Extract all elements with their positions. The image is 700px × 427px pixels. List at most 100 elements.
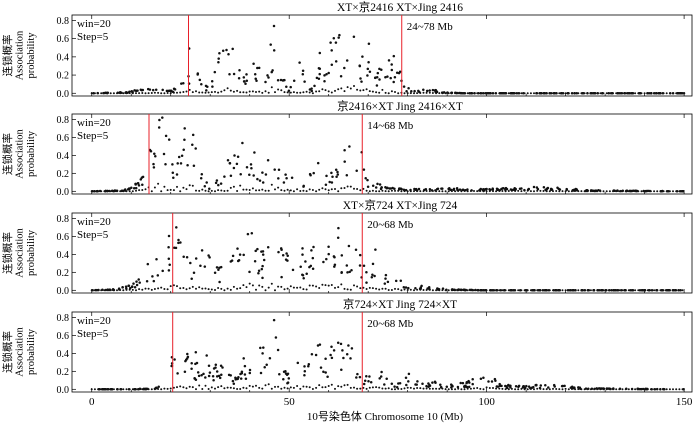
data-point xyxy=(397,71,401,75)
data-point xyxy=(322,260,325,264)
data-point xyxy=(337,88,340,91)
data-point xyxy=(384,277,387,280)
data-point xyxy=(255,91,257,93)
data-point xyxy=(492,92,494,95)
data-point xyxy=(643,92,646,95)
data-point xyxy=(347,344,350,347)
data-point xyxy=(245,166,249,169)
data-point xyxy=(261,250,265,253)
data-point xyxy=(536,187,540,191)
data-point xyxy=(179,190,182,193)
data-point xyxy=(103,92,106,95)
data-point xyxy=(185,256,189,259)
plot-frame xyxy=(71,212,693,294)
y-tick-label: 0.4 xyxy=(57,52,70,63)
data-point xyxy=(249,163,253,166)
data-point xyxy=(125,388,128,391)
data-point xyxy=(621,190,624,193)
data-point xyxy=(205,89,208,92)
data-point xyxy=(414,383,417,386)
data-point xyxy=(539,189,542,192)
data-point xyxy=(246,232,250,236)
data-point xyxy=(200,173,204,176)
data-point xyxy=(153,186,156,189)
data-point xyxy=(350,268,353,272)
data-point xyxy=(296,91,299,94)
data-point xyxy=(267,76,270,79)
data-point xyxy=(479,190,482,192)
data-point xyxy=(139,178,143,181)
data-point xyxy=(409,190,412,193)
data-point xyxy=(252,174,255,177)
data-point xyxy=(286,188,289,191)
data-point xyxy=(116,289,118,292)
data-point xyxy=(144,92,147,95)
data-point xyxy=(190,362,193,365)
data-point xyxy=(345,264,349,267)
data-point xyxy=(495,289,498,292)
data-point xyxy=(276,348,280,352)
data-point xyxy=(211,375,215,378)
data-point xyxy=(121,286,124,289)
window-annotation: Step=5 xyxy=(77,229,109,241)
data-point xyxy=(155,386,158,390)
data-point xyxy=(362,187,365,190)
data-point xyxy=(245,387,248,390)
data-point xyxy=(365,88,368,91)
data-point xyxy=(627,92,630,95)
data-point xyxy=(378,67,381,71)
data-point xyxy=(173,246,176,249)
data-point xyxy=(463,385,466,388)
data-point xyxy=(292,190,295,193)
data-point xyxy=(467,385,471,389)
data-point xyxy=(223,89,226,92)
data-point xyxy=(135,280,138,283)
data-point xyxy=(264,173,268,176)
data-point xyxy=(270,86,273,89)
data-point xyxy=(643,388,646,391)
data-point xyxy=(672,190,674,193)
data-point xyxy=(368,375,371,378)
data-point xyxy=(586,92,589,95)
data-point xyxy=(425,91,428,94)
data-point xyxy=(589,388,592,391)
data-point xyxy=(336,170,339,174)
data-point xyxy=(280,275,283,279)
data-point xyxy=(164,163,167,166)
data-point xyxy=(305,190,308,193)
data-point xyxy=(243,364,247,368)
data-point xyxy=(191,133,195,137)
data-point xyxy=(509,384,512,388)
data-point xyxy=(454,289,457,292)
data-point xyxy=(236,89,239,92)
data-point xyxy=(656,190,659,193)
data-point xyxy=(234,376,237,380)
data-point xyxy=(389,76,392,80)
data-point xyxy=(266,159,270,162)
data-point xyxy=(589,92,592,95)
data-point xyxy=(182,287,185,289)
data-point xyxy=(496,188,499,192)
data-point xyxy=(558,388,561,391)
data-point xyxy=(343,287,346,290)
data-point xyxy=(444,92,447,95)
data-point xyxy=(454,190,457,193)
data-point xyxy=(413,190,415,193)
data-point xyxy=(355,376,358,379)
data-point xyxy=(173,358,176,361)
data-point xyxy=(366,178,369,182)
data-point xyxy=(163,92,166,95)
scatter-points xyxy=(90,24,686,95)
data-point xyxy=(176,285,178,288)
data-point xyxy=(308,172,312,176)
data-point xyxy=(337,286,340,289)
data-point xyxy=(463,388,466,391)
data-point xyxy=(353,85,355,87)
data-point xyxy=(605,92,608,95)
data-point xyxy=(167,269,171,272)
data-point xyxy=(321,187,324,190)
data-point xyxy=(256,177,259,181)
data-point xyxy=(375,287,378,290)
data-point xyxy=(386,280,390,284)
data-point xyxy=(646,190,649,193)
